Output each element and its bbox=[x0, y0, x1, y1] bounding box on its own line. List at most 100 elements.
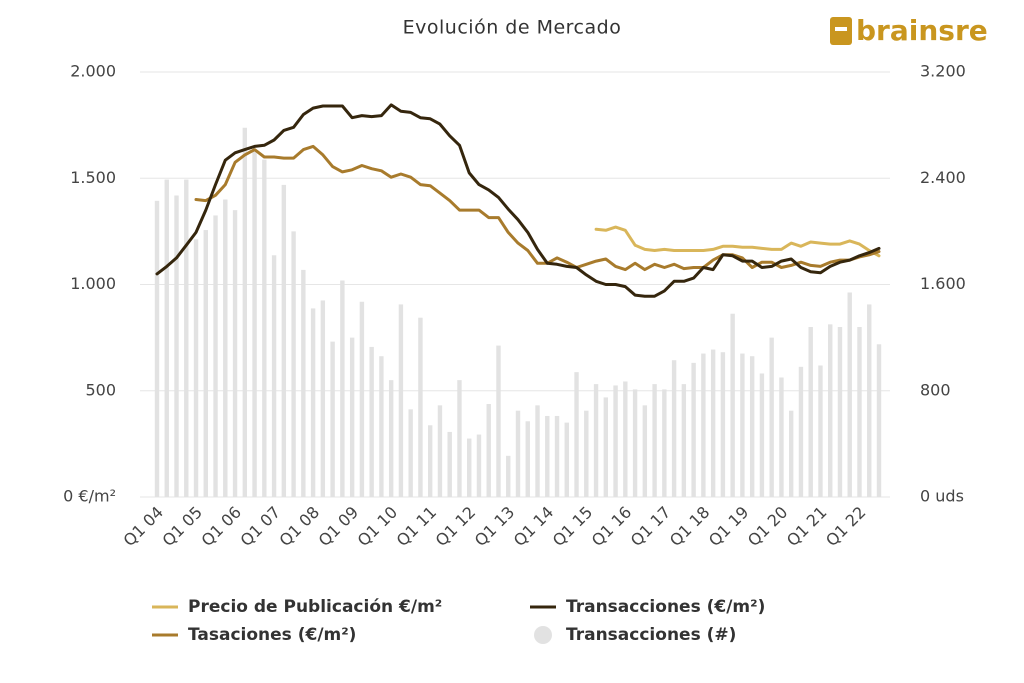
bar bbox=[174, 195, 179, 497]
chart-title: Evolución de Mercado bbox=[403, 17, 622, 39]
bar bbox=[828, 324, 833, 497]
bar bbox=[271, 255, 277, 497]
bar bbox=[476, 434, 482, 497]
bar bbox=[525, 421, 530, 497]
bar bbox=[632, 389, 638, 497]
y2-tick-label: 3.200 bbox=[920, 62, 966, 81]
bar bbox=[427, 425, 433, 497]
bar bbox=[662, 389, 667, 497]
x-tick-label: Q1 16 bbox=[588, 503, 636, 551]
bar bbox=[398, 304, 404, 497]
x-tick-label: Q1 21 bbox=[783, 503, 831, 551]
bar bbox=[330, 341, 335, 497]
y-tick-label: 500 bbox=[85, 380, 116, 399]
bar bbox=[184, 179, 189, 497]
bar bbox=[701, 353, 706, 497]
bar bbox=[818, 365, 823, 497]
bar bbox=[867, 304, 872, 497]
x-tick-label: Q1 12 bbox=[432, 503, 480, 551]
bar bbox=[652, 384, 657, 497]
logo-text: brainsre bbox=[856, 14, 988, 47]
x-tick-label: Q1 14 bbox=[510, 503, 558, 551]
bar bbox=[808, 327, 813, 497]
x-tick-label: Q1 10 bbox=[354, 503, 402, 551]
bar bbox=[515, 410, 521, 497]
x-tick-label: Q1 20 bbox=[744, 503, 792, 551]
bar bbox=[349, 337, 355, 497]
legend-label: Precio de Publicación €/m² bbox=[188, 597, 442, 617]
bar bbox=[574, 372, 579, 497]
line bbox=[194, 144, 881, 272]
bar bbox=[232, 210, 238, 497]
bar bbox=[457, 380, 462, 497]
x-tick-label: Q1 05 bbox=[159, 503, 207, 551]
bar bbox=[310, 308, 316, 497]
bar bbox=[720, 352, 726, 497]
bar bbox=[388, 380, 394, 497]
bar bbox=[486, 404, 491, 497]
y2-tick-label: 2.400 bbox=[920, 168, 966, 187]
bar bbox=[408, 409, 413, 497]
bar bbox=[642, 405, 648, 497]
x-tick-label: Q1 09 bbox=[315, 503, 363, 551]
bar bbox=[740, 353, 745, 497]
logo: brainsre bbox=[830, 14, 988, 47]
x-tick-label: Q1 15 bbox=[549, 503, 597, 551]
bar bbox=[593, 384, 599, 497]
bar bbox=[554, 415, 560, 497]
legend-label: Tasaciones (€/m²) bbox=[188, 625, 356, 645]
bar bbox=[213, 215, 218, 497]
legend-label: Transacciones (#) bbox=[566, 625, 736, 645]
bar bbox=[691, 362, 696, 497]
bar bbox=[320, 300, 326, 497]
bar bbox=[584, 410, 589, 497]
bar bbox=[545, 415, 550, 497]
y-tick-label: 1.500 bbox=[70, 168, 116, 187]
y2-tick-label: 800 bbox=[920, 380, 951, 399]
x-tick-label: Q1 06 bbox=[198, 503, 246, 551]
y-tick-label: 0 €/m² bbox=[63, 487, 116, 506]
bar bbox=[154, 200, 160, 497]
x-tick-label: Q1 04 bbox=[119, 503, 167, 551]
bar bbox=[301, 269, 306, 497]
bar bbox=[749, 356, 755, 497]
bar bbox=[262, 159, 267, 497]
bar bbox=[681, 384, 687, 497]
bar bbox=[252, 150, 257, 497]
y2-tick-label: 0 uds bbox=[920, 487, 964, 506]
x-tick-label: Q1 08 bbox=[276, 503, 324, 551]
bar bbox=[779, 377, 784, 497]
bar bbox=[223, 199, 228, 497]
bar bbox=[340, 280, 345, 497]
bar bbox=[603, 397, 609, 497]
bar bbox=[418, 317, 423, 497]
bar bbox=[467, 438, 472, 497]
bar bbox=[759, 373, 765, 497]
bar bbox=[837, 327, 843, 497]
bar bbox=[535, 405, 540, 497]
y-tick-label: 1.000 bbox=[70, 274, 116, 293]
x-tick-label: Q1 18 bbox=[666, 503, 714, 551]
bar bbox=[730, 313, 735, 497]
bar bbox=[613, 385, 618, 497]
x-tick-label: Q1 13 bbox=[471, 503, 519, 551]
x-tick-label: Q1 07 bbox=[237, 503, 285, 551]
x-tick-label: Q1 11 bbox=[393, 503, 441, 551]
bar bbox=[359, 301, 365, 497]
bar bbox=[876, 344, 882, 497]
x-tick-label: Q1 17 bbox=[627, 503, 675, 551]
x-tick-label: Q1 19 bbox=[705, 503, 753, 551]
bar bbox=[857, 327, 862, 497]
bar bbox=[847, 292, 852, 497]
bar bbox=[623, 381, 628, 497]
bar bbox=[671, 360, 677, 497]
y2-tick-label: 1.600 bbox=[920, 274, 966, 293]
bar bbox=[788, 410, 794, 497]
bar bbox=[564, 422, 569, 497]
x-tick-label: Q1 22 bbox=[822, 503, 870, 551]
bar bbox=[193, 239, 199, 497]
legend-marker bbox=[534, 626, 552, 644]
bar bbox=[369, 346, 374, 497]
line bbox=[594, 225, 881, 258]
